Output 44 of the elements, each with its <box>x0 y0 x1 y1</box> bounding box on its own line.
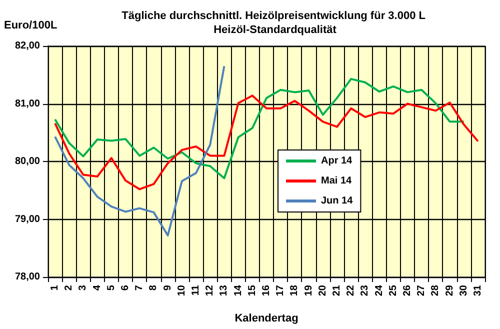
legend-label: Mai 14 <box>321 176 352 186</box>
x-tick-label: 25 <box>388 284 399 296</box>
x-tick-label: 2 <box>64 284 75 291</box>
y-tick-label: 79,00 <box>14 214 40 225</box>
x-tick-label: 15 <box>246 284 258 296</box>
x-tick-label: 30 <box>458 284 470 296</box>
x-tick-label: 1 <box>50 284 61 291</box>
y-tick-label: 82,00 <box>14 40 40 52</box>
x-tick-label: 9 <box>162 284 174 291</box>
x-tick-label: 29 <box>444 284 456 296</box>
x-tick-label: 24 <box>374 284 385 296</box>
x-tick-label: 5 <box>106 284 117 291</box>
x-tick-label: 22 <box>346 284 357 296</box>
x-tick-label: 21 <box>331 284 342 296</box>
legend-label: Jun 14 <box>321 196 354 206</box>
x-tick-label: 23 <box>360 284 371 296</box>
chart-title: Tägliche durchschnittl. Heizölpreisentwicklung für 3.000 L Heizöl-Standardqualität <box>122 10 428 36</box>
y-tick-label: 80,00 <box>14 156 40 167</box>
x-tick-label: 4 <box>92 284 103 291</box>
x-tick-label: 6 <box>120 284 132 291</box>
x-tick-label: 27 <box>416 284 428 296</box>
x-tick-label: 17 <box>275 284 286 296</box>
line-series <box>54 65 226 236</box>
x-tick-label: 20 <box>317 284 328 296</box>
x-tick-label: 10 <box>176 284 188 296</box>
x-tick-label: 12 <box>204 284 216 296</box>
line-series <box>54 94 479 190</box>
y-tick-label: 81,00 <box>14 98 40 110</box>
x-tick-label: 26 <box>402 284 413 296</box>
x-tick-label: 7 <box>134 284 146 291</box>
x-tick-label: 11 <box>190 284 202 296</box>
x-tick-label: 31 <box>472 284 484 296</box>
x-tick-label: 19 <box>303 284 314 296</box>
x-tick-label: 3 <box>78 284 89 291</box>
y-tick-label: 78,00 <box>14 272 40 282</box>
x-tick-label: 16 <box>261 284 272 296</box>
x-axis-title: Kalendertag <box>234 312 298 324</box>
x-tick-label: 8 <box>148 284 160 291</box>
legend-label: Apr 14 <box>321 156 353 166</box>
x-tick-label: 28 <box>430 284 442 296</box>
x-tick-label: 18 <box>289 284 300 296</box>
x-tick-label: 13 <box>218 284 230 296</box>
x-tick-label: 14 <box>232 284 244 296</box>
y-axis-title: Euro/100L <box>4 20 58 32</box>
